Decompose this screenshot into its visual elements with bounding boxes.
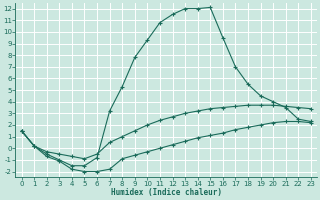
X-axis label: Humidex (Indice chaleur): Humidex (Indice chaleur) [111,188,222,197]
